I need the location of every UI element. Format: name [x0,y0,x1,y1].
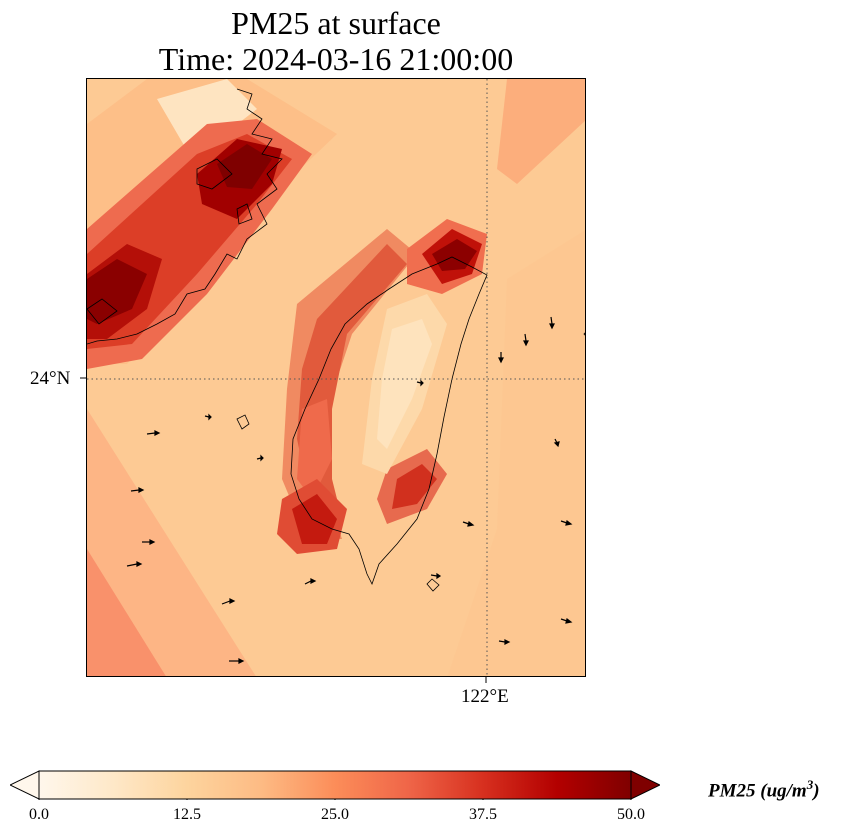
map-svg [87,79,585,676]
colorbar-label-close: ) [813,780,820,802]
colorbar-max-extend [630,770,660,800]
lon-tick-label: 122°E [461,686,509,707]
colorbar-tick-4: 50.0 [617,806,645,823]
colorbar-label-name: PM25 (ug/m [708,780,807,802]
pm25-field [87,79,585,676]
pm25-map[interactable] [86,78,586,677]
colorbar-min-extend [10,770,40,800]
map-title-line1: PM25 at surface [231,5,441,41]
coastlines [87,88,585,592]
colorbar-label-exp: 3 [806,777,814,792]
colorbar-tick-1: 12.5 [173,806,201,823]
colorbar-tick-2: 25.0 [321,806,349,823]
lat-tick-label: 24°N [30,368,71,389]
colorbar-tick-3: 37.5 [469,806,497,823]
colorbar-gradient [38,770,632,800]
gridlines [87,79,585,676]
map-title-line2: Time: 2024-03-16 21:00:00 [158,41,514,77]
colorbar-tick-0: 0.0 [29,806,49,823]
wind-vectors [126,316,573,664]
colorbar [10,770,660,800]
colorbar-label: PM25 (ug/m3) [708,774,820,802]
